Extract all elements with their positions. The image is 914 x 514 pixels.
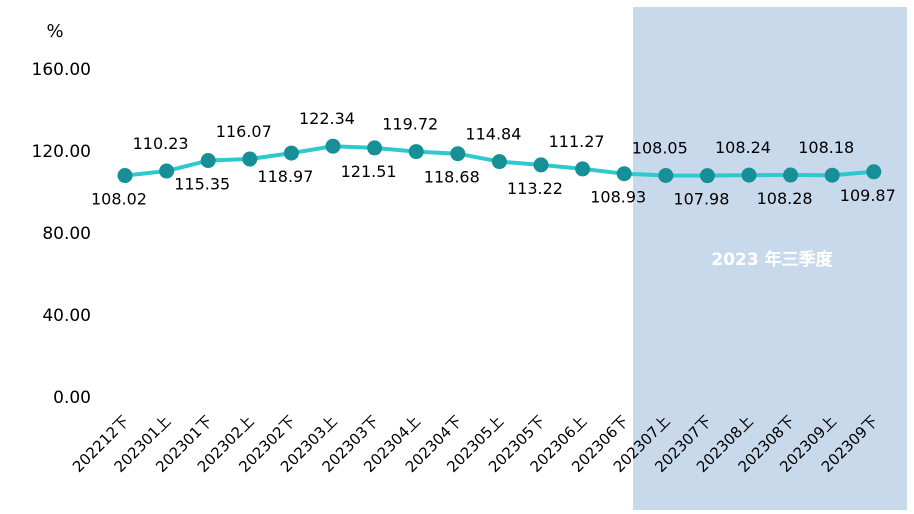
data-label: 121.51 bbox=[341, 162, 397, 181]
highlight-label: 2023 年三季度 bbox=[711, 249, 833, 270]
data-point bbox=[242, 151, 258, 167]
data-label: 108.28 bbox=[757, 189, 813, 208]
data-label: 116.07 bbox=[216, 122, 272, 141]
data-label: 109.87 bbox=[840, 186, 896, 205]
data-label: 108.05 bbox=[632, 138, 688, 157]
data-label: 114.84 bbox=[465, 125, 521, 144]
highlight-band bbox=[633, 7, 907, 510]
data-label: 115.35 bbox=[174, 175, 230, 194]
data-label: 110.23 bbox=[133, 134, 189, 153]
series-markers bbox=[117, 138, 882, 184]
data-point bbox=[367, 140, 383, 156]
data-point bbox=[325, 138, 341, 154]
data-label: 108.18 bbox=[798, 138, 854, 157]
data-point bbox=[200, 153, 216, 169]
data-point bbox=[533, 157, 549, 173]
y-tick-label: 120.00 bbox=[32, 142, 91, 162]
y-unit-label: % bbox=[46, 21, 63, 42]
data-point bbox=[741, 167, 757, 183]
data-label: 108.93 bbox=[590, 188, 646, 207]
data-point bbox=[117, 168, 133, 184]
data-label: 108.02 bbox=[91, 190, 147, 209]
y-tick-label: 40.00 bbox=[42, 306, 91, 326]
data-point bbox=[866, 164, 882, 180]
data-label: 111.27 bbox=[549, 132, 605, 151]
y-tick-label: 80.00 bbox=[42, 224, 91, 244]
data-label: 119.72 bbox=[382, 115, 438, 134]
data-point bbox=[450, 146, 466, 162]
data-labels: 108.02 110.23 115.35 116.07 118.97 122.34 121.… bbox=[91, 109, 896, 208]
data-point bbox=[824, 167, 840, 183]
y-tick-label: 160.00 bbox=[32, 60, 91, 80]
data-point bbox=[491, 154, 507, 170]
data-label: 113.22 bbox=[507, 179, 563, 198]
data-point bbox=[616, 166, 632, 182]
data-label: 118.68 bbox=[424, 168, 480, 187]
data-point bbox=[699, 168, 715, 184]
data-label: 122.34 bbox=[299, 109, 355, 128]
y-axis-ticks: 0.00 40.00 80.00 120.00 160.00 bbox=[32, 60, 91, 408]
data-label: 108.24 bbox=[715, 138, 771, 157]
data-point bbox=[283, 145, 299, 161]
data-point bbox=[159, 163, 175, 179]
data-point bbox=[575, 161, 591, 177]
data-point bbox=[658, 167, 674, 183]
data-point bbox=[783, 167, 799, 183]
data-point bbox=[408, 144, 424, 160]
data-label: 118.97 bbox=[257, 167, 313, 186]
data-label: 107.98 bbox=[673, 190, 729, 209]
y-tick-label: 0.00 bbox=[53, 388, 91, 408]
